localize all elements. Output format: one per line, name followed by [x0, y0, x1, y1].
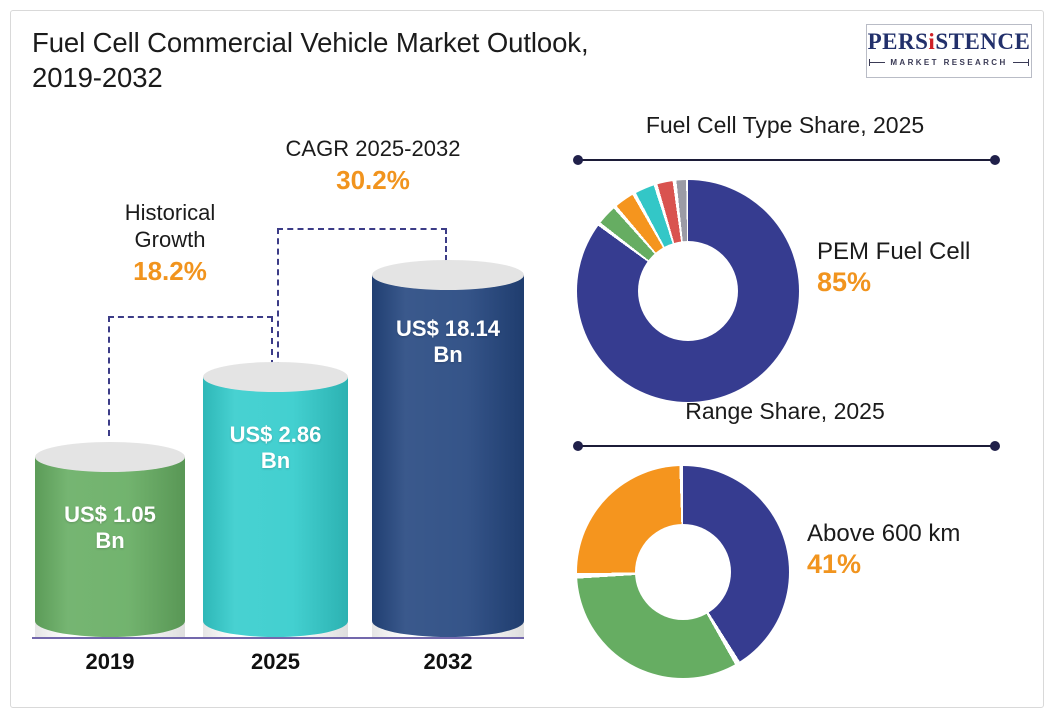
historical-growth-value: 18.2%	[133, 255, 207, 286]
range-share-title: Range Share, 2025	[685, 398, 885, 424]
cagr-label: CAGR 2025-2032	[285, 136, 461, 161]
logo-word-post: STENCE	[935, 29, 1031, 54]
range-donut-hole	[635, 524, 731, 620]
historical-growth-label-line2: Growth	[134, 226, 206, 252]
bar-2025-value-line2: Bn	[260, 448, 291, 474]
fuel-cell-type-donut-hole	[638, 241, 738, 341]
range-legend: Above 600 km 41%	[807, 520, 960, 580]
cagr-bracket-right-leg	[445, 228, 447, 270]
bar-2019-xlabel: 2019	[85, 649, 135, 674]
bar-2032-value-line1: US$ 18.14	[396, 316, 500, 341]
fuel-cell-type-legend-name: PEM Fuel Cell	[817, 238, 971, 265]
bar-2019-value-line2: Bn	[95, 528, 125, 554]
bar-chart: Historical Growth 18.2% CAGR 2025-2032 3…	[0, 100, 545, 680]
bar-2032-value-line2: Bn	[433, 342, 463, 368]
divider-left-dot-icon	[573, 155, 583, 165]
logo-tagline-row: MARKET RESEARCH	[867, 58, 1031, 67]
logo-wordmark: PERSiSTENCE	[867, 30, 1031, 53]
range-legend-value: 41%	[807, 549, 862, 579]
range-legend-name: Above 600 km	[807, 520, 961, 547]
range-share-divider	[573, 441, 1000, 451]
bar-2032-value: US$ 18.14 Bn	[372, 316, 524, 369]
bar-2032[interactable]: US$ 18.14 Bn 2032	[372, 260, 524, 674]
logo-left-dash-icon	[869, 59, 886, 66]
bar-2025-value-line1: US$ 2.86	[229, 422, 322, 447]
bar-2025-top-ellipse	[203, 362, 348, 392]
chart-baseline	[32, 637, 524, 639]
persistence-market-research-logo: PERSiSTENCE MARKET RESEARCH	[866, 24, 1032, 78]
cagr-value: 30.2%	[336, 164, 410, 195]
logo-word-pre: PERS	[867, 29, 929, 54]
divider-right-dot-icon	[990, 155, 1000, 165]
cagr-bracket-left-leg	[277, 228, 279, 368]
range-donut[interactable]	[577, 466, 789, 678]
fuel-cell-type-donut[interactable]	[577, 180, 799, 402]
bar-2019-value-line1: US$ 1.05	[64, 502, 156, 527]
bar-2025-value: US$ 2.86 Bn	[203, 422, 348, 475]
page-title-line1: Fuel Cell Commercial Vehicle Market Outl…	[32, 27, 589, 58]
historical-bracket-top	[108, 316, 273, 318]
bar-2025-xlabel: 2025	[251, 649, 300, 674]
divider-left-dot-icon	[573, 441, 583, 451]
bar-2032-top-ellipse	[372, 260, 524, 290]
logo-word-i: i	[928, 29, 936, 54]
bar-2019-top-ellipse	[35, 442, 185, 472]
fuel-cell-type-share-panel: Fuel Cell Type Share, 2025 PEM Fuel Cell…	[555, 112, 1015, 402]
bar-2019[interactable]: US$ 1.05 Bn 2019	[35, 442, 185, 674]
fuel-cell-type-share-title: Fuel Cell Type Share, 2025	[645, 112, 925, 138]
page-title: Fuel Cell Commercial Vehicle Market Outl…	[32, 26, 792, 96]
bar-2019-value: US$ 1.05 Bn	[35, 502, 185, 555]
logo-tagline: MARKET RESEARCH	[890, 58, 1008, 67]
bar-2025[interactable]: US$ 2.86 Bn 2025	[203, 362, 348, 674]
bar-2025-body	[203, 377, 348, 637]
page-title-line2: 2019-2032	[32, 61, 163, 93]
bar-2025-shading	[203, 377, 348, 637]
range-share-panel: Range Share, 2025 Above 600 km 41%	[555, 398, 1015, 688]
divider-right-dot-icon	[990, 441, 1000, 451]
fuel-cell-type-share-divider	[573, 155, 1000, 165]
logo-right-dash-icon	[1012, 59, 1029, 66]
fuel-cell-type-legend-value: 85%	[817, 267, 872, 297]
historical-bracket-right-leg	[271, 316, 273, 366]
fuel-cell-type-legend: PEM Fuel Cell 85%	[817, 238, 970, 298]
historical-bracket-left-leg	[108, 316, 110, 436]
historical-growth-annotation: Historical Growth 18.2%	[80, 200, 260, 287]
historical-growth-label-line1: Historical	[124, 200, 216, 225]
bar-2032-xlabel: 2032	[423, 649, 473, 674]
cagr-bracket-top	[277, 228, 447, 230]
cagr-annotation: CAGR 2025-2032 30.2%	[248, 136, 498, 197]
